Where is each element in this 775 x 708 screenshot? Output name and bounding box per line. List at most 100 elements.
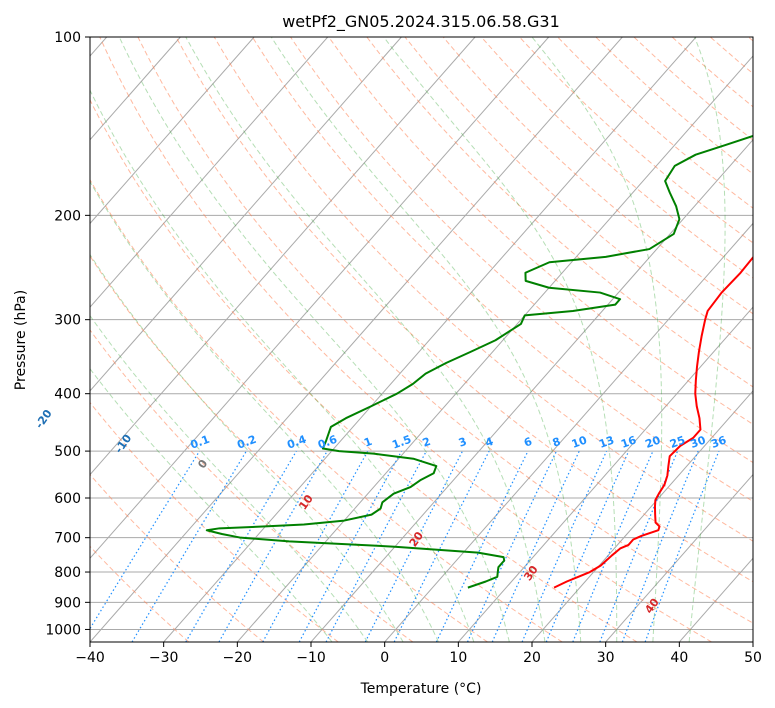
isotherm-line <box>90 37 476 476</box>
x-tick-label: 20 <box>523 650 541 666</box>
dry-adiabat-line <box>404 37 753 351</box>
y-tick-label: 200 <box>54 208 81 224</box>
y-tick-label: 500 <box>54 444 81 460</box>
isotherm-line <box>163 37 697 642</box>
mixing-ratio-label: 0.1 <box>189 433 212 452</box>
x-tick-label: 50 <box>744 650 762 666</box>
y-axis-label: Pressure (hPa) <box>13 290 29 390</box>
y-tick-label: 300 <box>54 313 81 329</box>
dry-adiabat-line <box>90 473 264 642</box>
profile-series <box>205 134 753 589</box>
isotherm-line <box>457 306 753 642</box>
mixing-ratio-label: 2 <box>421 435 433 450</box>
mixing-ratio-line <box>393 450 490 642</box>
moist-adiabat-line <box>90 253 404 642</box>
background-lines <box>90 37 753 642</box>
dry-adiabat-line <box>90 178 563 642</box>
axes: −40 −30 −20 −10 0 10 20 30 40 5010020030040050060… <box>45 30 762 666</box>
moist-adiabat-line <box>688 37 726 642</box>
mixing-ratio-line <box>545 450 630 642</box>
y-tick-label: 900 <box>54 595 81 611</box>
x-tick-label: −10 <box>296 650 326 666</box>
dry-adiabat-line <box>137 37 753 624</box>
x-tick-label: −30 <box>149 650 179 666</box>
mixing-ratio-label: 13 <box>597 434 616 451</box>
y-tick-label: 600 <box>54 491 81 507</box>
y-tick-label: 1000 <box>45 622 81 638</box>
x-tick-label: 30 <box>597 650 615 666</box>
chart-title: wetPf2_GN05.2024.315.06.58.G31 <box>282 12 560 32</box>
isotherm-line <box>90 37 329 308</box>
temperature-profile-line <box>553 255 753 589</box>
isotherm-line <box>90 37 255 225</box>
moist-adiabat-line <box>90 314 369 642</box>
x-tick-label: 40 <box>670 650 688 666</box>
dry-adiabat-line <box>290 37 753 464</box>
mixing-ratio-label: 1 <box>362 435 374 450</box>
moist-adiabat-line <box>531 37 663 642</box>
moist-adiabat-line <box>118 37 510 642</box>
mixing-ratio-label: 36 <box>709 433 728 451</box>
isotherm-line <box>752 641 753 642</box>
y-tick-label: 100 <box>54 30 81 46</box>
y-tick-label: 400 <box>54 387 81 403</box>
dry-adiabat-line <box>90 98 638 642</box>
x-tick-label: 0 <box>380 650 389 666</box>
mixing-ratio-line <box>364 450 464 642</box>
plot-frame <box>89 36 754 643</box>
mixing-ratio-label: 20 <box>643 433 662 451</box>
x-axis-label: Temperature (°C) <box>360 681 482 697</box>
moist-adiabat-line <box>90 180 439 642</box>
mixing-ratio-label: 4 <box>483 435 495 450</box>
dry-adiabat-line <box>175 37 753 583</box>
mixing-ratio-line <box>90 450 201 630</box>
mixing-ratio-line <box>218 450 328 642</box>
isotherm-line <box>90 37 550 560</box>
mixing-ratio-line <box>621 450 699 642</box>
dry-adiabat-line <box>442 37 753 315</box>
isotherm-line <box>90 37 623 642</box>
isotherm-line <box>236 55 753 642</box>
mixing-ratio-line <box>262 450 369 642</box>
dry-adiabat-line <box>328 37 753 425</box>
dry-adiabat-line <box>90 255 488 642</box>
isotherm-line <box>384 222 753 642</box>
moist-adiabat-line <box>90 367 333 642</box>
moist-adiabat-line <box>185 37 546 642</box>
isotherm-line <box>90 37 402 392</box>
mixing-ratio-line <box>521 450 608 642</box>
mixing-ratio-line <box>644 450 720 642</box>
mixing-ratio-line <box>298 450 403 642</box>
x-tick-label: −20 <box>223 650 253 666</box>
mixing-ratio-label: 30 <box>689 433 708 451</box>
plot-background <box>90 37 753 642</box>
mixing-ratio-line <box>572 450 654 642</box>
dry-adiabat-line <box>90 401 339 642</box>
isotherm-line <box>531 390 753 642</box>
dry-adiabat-line <box>90 329 414 642</box>
mixing-ratio-label: 1.5 <box>390 433 413 452</box>
x-tick-label: 10 <box>449 650 467 666</box>
mixing-ratio-label: 0.2 <box>235 433 258 452</box>
isotherm-line <box>605 473 753 642</box>
mixing-ratio-label: 16 <box>619 433 638 451</box>
moist-adiabat-line <box>270 37 582 642</box>
mixing-ratio-label: 6 <box>522 435 534 450</box>
isotherm-line <box>90 37 181 141</box>
mixing-ratio-line <box>599 450 679 642</box>
mixing-ratio-label: 0.4 <box>285 433 308 452</box>
mixing-ratio-label: 3 <box>457 435 469 450</box>
x-tick-label: −40 <box>75 650 105 666</box>
mixing-ratio-label: 25 <box>668 434 687 451</box>
adiabat-value-label: -20 <box>33 407 55 431</box>
dry-adiabat-line <box>251 37 753 503</box>
mixing-ratio-label: 0.6 <box>316 433 339 452</box>
dry-adiabat-line <box>99 37 712 642</box>
dry-adiabat-line <box>213 37 753 542</box>
y-tick-label: 700 <box>54 531 81 547</box>
mixing-ratio-label: 8 <box>551 435 563 450</box>
dewpoint-profile-line <box>205 134 753 589</box>
moist-adiabat-line <box>90 89 475 642</box>
mixing-ratio-label: 10 <box>570 433 589 451</box>
